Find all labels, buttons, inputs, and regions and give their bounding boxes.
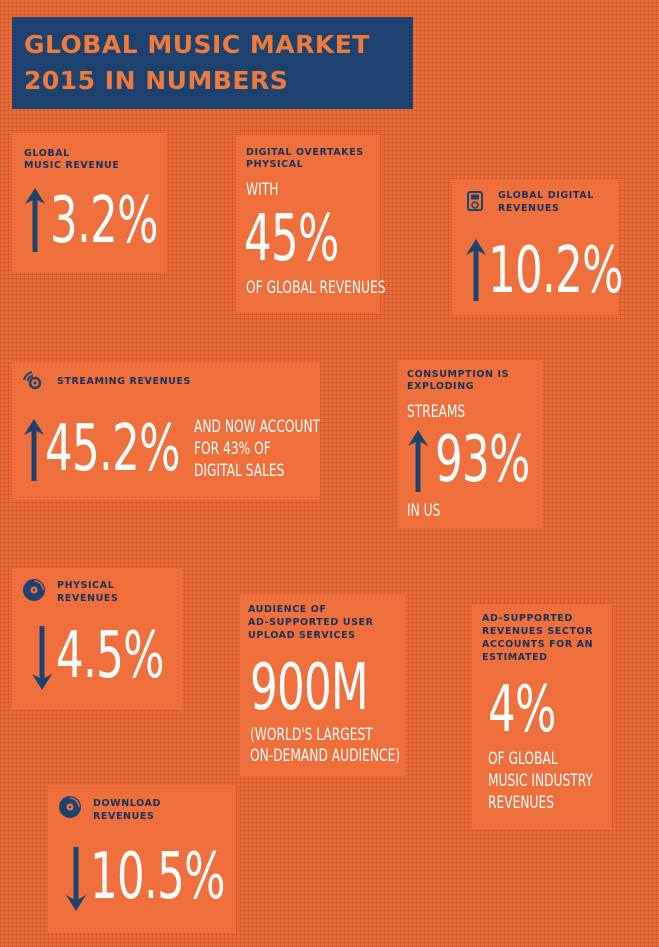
ad-supported-label-2: REVENUES SECTOR xyxy=(482,626,594,637)
audience-post-2: ON-DEMAND AUDIENCE) xyxy=(250,746,401,766)
title-line-2: 2015 IN NUMBERS xyxy=(24,66,289,95)
ad-supported-post-3: REVENUES xyxy=(488,793,554,813)
ad-supported-label-3: ACCOUNTS FOR AN xyxy=(482,639,594,650)
streaming-value: 45.2% xyxy=(45,412,181,486)
consumption-label-2: EXPLODING xyxy=(407,381,475,392)
digital-overtakes-label-1: DIGITAL OVERTAKES xyxy=(246,147,364,158)
download-label-2: REVENUES xyxy=(93,811,155,822)
streaming-note-1: AND NOW ACCOUNT xyxy=(194,417,321,437)
ad-supported-card: AD-SUPPORTED REVENUES SECTOR ACCOUNTS FO… xyxy=(472,604,612,830)
digital-overtakes-pre: WITH xyxy=(246,180,279,200)
physical-value: 4.5% xyxy=(56,619,165,693)
ad-supported-post-2: MUSIC INDUSTRY xyxy=(488,771,593,791)
download-value: 10.5% xyxy=(90,840,226,914)
arrow-up-icon xyxy=(466,239,486,301)
consumption-value: 93% xyxy=(435,423,530,497)
download-label-1: DOWNLOAD xyxy=(93,798,161,809)
global-digital-label-1: GLOBAL DIGITAL xyxy=(498,190,594,201)
global-revenue-label-2: MUSIC REVENUE xyxy=(24,160,120,171)
streaming-label: STREAMING REVENUES xyxy=(57,376,191,387)
arrow-up-icon xyxy=(408,430,428,492)
consumption-post: IN US xyxy=(407,501,441,521)
global-revenue-value: 3.2% xyxy=(50,184,159,258)
arrow-up-icon xyxy=(25,188,45,252)
global-revenue-card: GLOBAL MUSIC REVENUE 3.2% xyxy=(12,133,167,273)
consumption-label-1: CONSUMPTION IS xyxy=(407,369,510,380)
streaming-card: STREAMING REVENUES 45.2% AND NOW ACCOUNT… xyxy=(12,362,320,500)
audience-label-1: AUDIENCE OF xyxy=(248,604,327,615)
global-digital-card: GLOBAL DIGITAL REVENUES 10.2% xyxy=(452,179,624,315)
global-digital-value: 10.2% xyxy=(488,234,624,308)
physical-label-1: PHYSICAL xyxy=(57,580,115,591)
ad-supported-label-4: ESTIMATED xyxy=(482,652,548,663)
download-disc-icon xyxy=(59,796,81,818)
digital-overtakes-card: DIGITAL OVERTAKES PHYSICAL WITH 45% OF G… xyxy=(236,135,386,313)
audience-value: 900M xyxy=(250,651,369,725)
audience-label-3: UPLOAD SERVICES xyxy=(248,630,356,641)
audience-post-1: (WORLD'S LARGEST xyxy=(250,725,373,745)
download-card: DOWNLOAD REVENUES 10.5% xyxy=(48,785,236,933)
arrow-up-icon xyxy=(24,419,44,481)
streaming-disc-icon xyxy=(23,371,42,390)
physical-label-2: REVENUES xyxy=(57,593,119,604)
arrow-down-icon xyxy=(32,626,52,690)
physical-card: PHYSICAL REVENUES 4.5% xyxy=(12,568,182,710)
consumption-card: CONSUMPTION IS EXPLODING STREAMS 93% IN … xyxy=(397,360,542,528)
digital-overtakes-value: 45% xyxy=(244,202,339,276)
global-revenue-label-1: GLOBAL xyxy=(24,148,70,159)
streaming-note-3: DIGITAL SALES xyxy=(194,461,285,481)
ad-supported-label-1: AD-SUPPORTED xyxy=(482,613,573,624)
title-line-1: GLOBAL MUSIC MARKET xyxy=(24,30,370,59)
consumption-pre: STREAMS xyxy=(407,402,466,422)
ad-supported-post-1: OF GLOBAL xyxy=(488,749,558,769)
ipod-icon xyxy=(467,191,483,211)
audience-label-2: AD-SUPPORTED USER xyxy=(248,617,374,628)
cd-icon xyxy=(23,579,45,601)
digital-overtakes-label-2: PHYSICAL xyxy=(246,159,304,170)
streaming-note-2: FOR 43% OF xyxy=(194,439,271,459)
global-digital-label-2: REVENUES xyxy=(498,203,560,214)
title-banner: GLOBAL MUSIC MARKET 2015 IN NUMBERS xyxy=(12,17,413,109)
arrow-down-icon xyxy=(66,847,86,911)
digital-overtakes-post: OF GLOBAL REVENUES xyxy=(246,278,386,298)
audience-card: AUDIENCE OF AD-SUPPORTED USER UPLOAD SER… xyxy=(240,594,405,776)
ad-supported-value: 4% xyxy=(488,673,556,747)
